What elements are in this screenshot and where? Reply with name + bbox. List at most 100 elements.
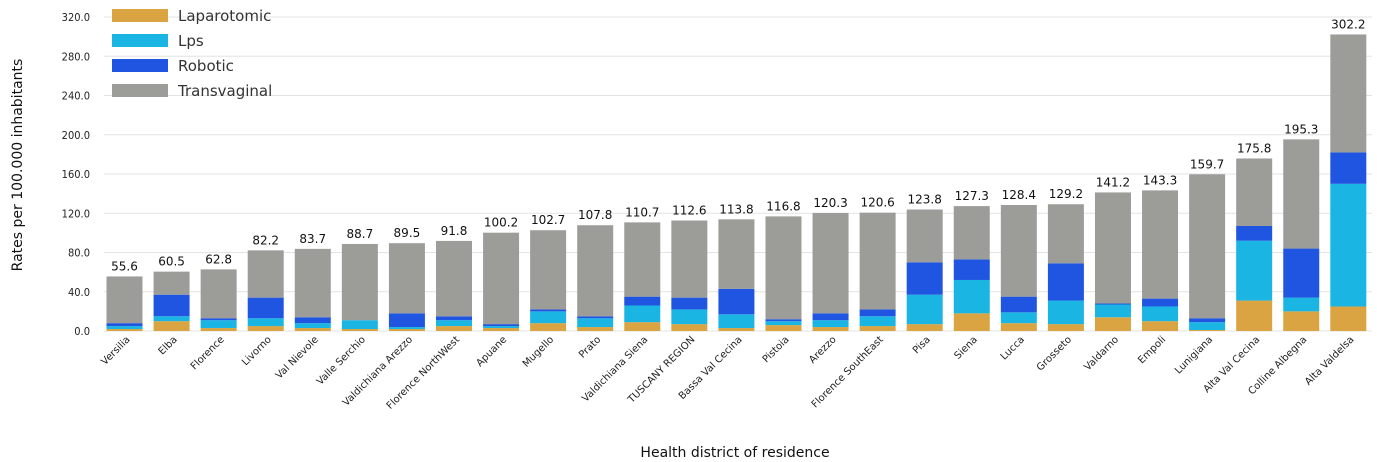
bar-segment-transvaginal [341,243,378,321]
legend-swatch-robotic [112,59,168,72]
y-tick-label: 320.0 [62,11,90,24]
total-label: 91.8 [441,224,468,238]
bar-segment-lps [671,309,708,325]
legend-swatch-transvaginal [112,84,168,97]
total-labels: 55.6 60.5 62.8 82.2 83.7 88.7 89.5 91.8 100.2 102… [111,17,1365,273]
bar-segment-transvaginal [1142,190,1179,299]
bar-segment-transvaginal [530,230,567,310]
bar-segment-laparotomic [247,326,284,331]
bar-segment-transvaginal [906,209,943,263]
bar-segment-robotic [530,309,567,312]
x-tick-label: Livorno [240,334,274,368]
total-label: 116.8 [766,199,800,213]
total-label: 60.5 [158,255,185,269]
total-label: 175.8 [1237,141,1271,155]
bar-segment-robotic [859,309,896,317]
x-tick-label: Mugello [521,334,556,369]
bar-segment-transvaginal [1236,158,1273,227]
bar-segment-lps [859,316,896,327]
bar-segment-transvaginal [765,216,802,320]
total-label: 89.5 [394,226,421,240]
x-tick-label: Lucca [999,334,1027,362]
bar-segment-robotic [765,319,802,322]
bar-segment-transvaginal [812,212,849,314]
total-label: 100.2 [484,216,518,230]
x-tick-label: Valdarno [1082,334,1121,373]
bar-segment-lps [1047,300,1084,325]
bar-segment-robotic [906,262,943,295]
bar-segment-transvaginal [859,212,896,310]
x-tick-label: Alta Valdelsa [1303,334,1356,387]
bar-segment-lps [1142,306,1179,322]
bar-segment-laparotomic [106,329,143,331]
bar-segment-laparotomic [1236,300,1273,331]
bar-segment-robotic [953,259,990,280]
bar-segment-laparotomic [859,326,896,331]
bar-segment-laparotomic [388,329,425,331]
total-label: 129.2 [1049,187,1083,201]
bar-segment-robotic [1000,296,1037,313]
bar-segment-laparotomic [765,325,802,331]
legend-label-lps: Lps [178,32,204,50]
y-tick-label: 0.0 [74,325,90,338]
bar-segment-robotic [247,297,284,319]
bar-segment-robotic [153,294,190,317]
y-tick-label: 160.0 [62,168,90,181]
x-tick-label: Versilia [99,334,132,367]
bar-segment-lps [953,279,990,314]
total-label: 120.6 [860,196,894,210]
bar-segment-lps [718,314,755,329]
bar-segment-laparotomic [1189,330,1226,331]
total-label: 88.7 [346,227,373,241]
total-label: 82.2 [252,233,279,247]
bar-segment-robotic [718,288,755,315]
bar-segment-lps [435,320,472,327]
total-label: 141.2 [1096,175,1130,189]
total-label: 128.4 [1002,188,1036,202]
bar-segment-transvaginal [953,206,990,260]
bar-segment-laparotomic [953,313,990,331]
bar-segment-transvaginal [388,243,425,314]
bar-segment-laparotomic [1000,323,1037,331]
bar-segment-transvaginal [1330,34,1367,153]
y-tick-label: 240.0 [62,90,90,103]
total-label: 159.7 [1190,157,1224,171]
bar-segment-robotic [106,323,143,327]
x-tick-label: Siena [952,334,979,361]
bar-segment-robotic [1236,226,1273,241]
legend-swatch-lps [112,34,168,47]
bar-segment-lps [624,305,661,323]
bar-segment-laparotomic [530,323,567,331]
bar-segment-lps [153,316,190,322]
legend-label-robotic: Robotic [178,57,234,75]
legend-label-transvaginal: Transvaginal [177,82,272,100]
total-label: 120.3 [813,196,847,210]
bar-segment-robotic [812,313,849,321]
bar-segment-transvaginal [1047,204,1084,264]
bar-segment-transvaginal [671,220,708,298]
bar-segment-lps [530,311,567,324]
total-label: 83.7 [299,232,326,246]
bar-segment-laparotomic [1283,311,1320,331]
bar-segment-robotic [388,313,425,328]
bar-segment-lps [1236,240,1273,301]
bar-segment-laparotomic [671,324,708,331]
bar-segment-robotic [671,297,708,310]
y-axis-title: Rates per 100.000 inhabitants [10,59,26,272]
y-tick-label: 120.0 [62,207,90,220]
x-tick-label: Elba [157,334,180,357]
bar-segment-transvaginal [106,276,143,324]
bar-segment-laparotomic [577,327,614,331]
bar-segment-robotic [1047,263,1084,301]
total-label: 102.7 [531,213,565,227]
bar-segment-robotic [483,324,520,327]
bar-segment-transvaginal [1000,205,1037,297]
legend-label-laparotomic: Laparotomic [178,7,271,25]
x-tick-label: Arezzo [807,334,838,365]
total-label: 107.8 [578,208,612,222]
bar-segment-laparotomic [906,324,943,331]
bar-segment-laparotomic [1142,321,1179,331]
bar-segment-laparotomic [624,322,661,331]
bar-segment-laparotomic [294,328,331,331]
total-label: 127.3 [955,189,989,203]
